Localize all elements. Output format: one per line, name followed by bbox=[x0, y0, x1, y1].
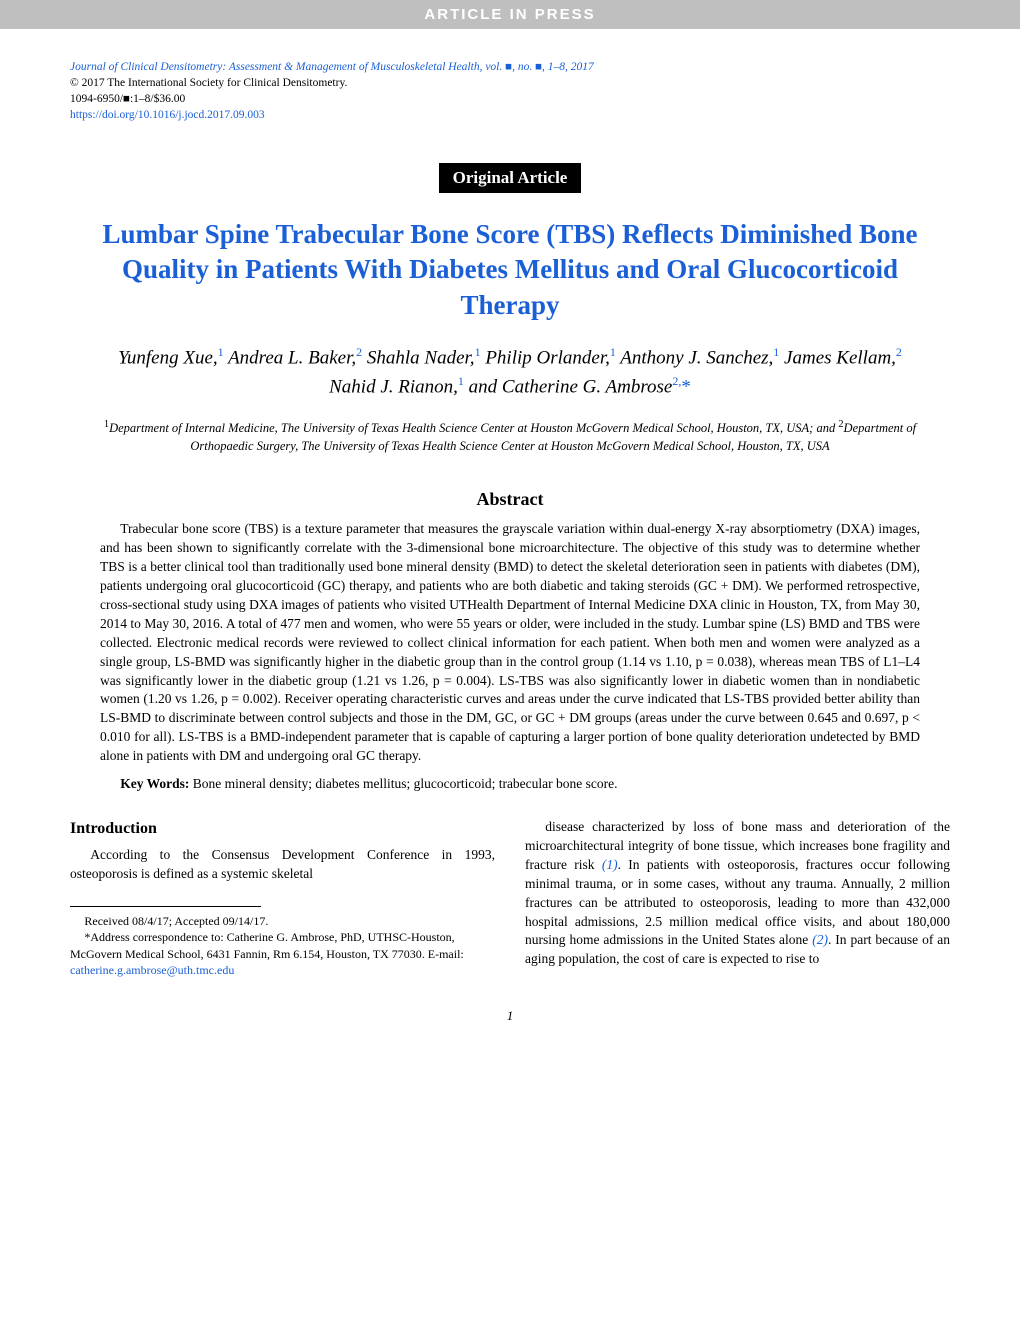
page-number: 1 bbox=[70, 1008, 950, 1024]
footnote-rule bbox=[70, 906, 261, 907]
article-type-badge: Original Article bbox=[70, 163, 950, 193]
affiliations: 1Department of Internal Medicine, The Un… bbox=[70, 418, 950, 455]
issn-line: 1094-6950/■:1–8/$36.00 bbox=[70, 91, 950, 107]
keywords: Key Words: Bone mineral density; diabete… bbox=[70, 776, 950, 792]
intro-right-paragraph: disease characterized by loss of bone ma… bbox=[525, 818, 950, 969]
page-content: Journal of Clinical Densitometry: Assess… bbox=[0, 29, 1020, 1054]
received-accepted-dates: Received 08/4/17; Accepted 09/14/17. bbox=[70, 913, 495, 929]
introduction-heading: Introduction bbox=[70, 818, 495, 840]
copyright-line: © 2017 The International Society for Cli… bbox=[70, 75, 950, 91]
header-meta: Journal of Clinical Densitometry: Assess… bbox=[70, 59, 950, 123]
authors-list: Yunfeng Xue,1 Andrea L. Baker,2 Shahla N… bbox=[70, 343, 950, 403]
intro-left-paragraph: According to the Consensus Development C… bbox=[70, 846, 495, 884]
corr-text: *Address correspondence to: Catherine G.… bbox=[70, 930, 464, 960]
abstract-body: Trabecular bone score (TBS) is a texture… bbox=[70, 520, 950, 766]
two-column-body: Introduction According to the Consensus … bbox=[70, 818, 950, 978]
keywords-text: Bone mineral density; diabetes mellitus;… bbox=[189, 776, 617, 791]
right-column: disease characterized by loss of bone ma… bbox=[525, 818, 950, 978]
corresponding-author: *Address correspondence to: Catherine G.… bbox=[70, 929, 495, 978]
doi-link[interactable]: https://doi.org/10.1016/j.jocd.2017.09.0… bbox=[70, 109, 265, 121]
article-in-press-banner: ARTICLE IN PRESS bbox=[0, 0, 1020, 29]
abstract-heading: Abstract bbox=[70, 489, 950, 510]
corr-email-link[interactable]: catherine.g.ambrose@uth.tmc.edu bbox=[70, 963, 234, 977]
keywords-label: Key Words: bbox=[120, 776, 189, 791]
article-title: Lumbar Spine Trabecular Bone Score (TBS)… bbox=[70, 217, 950, 322]
left-column: Introduction According to the Consensus … bbox=[70, 818, 495, 978]
article-type-label: Original Article bbox=[439, 163, 582, 193]
journal-line: Journal of Clinical Densitometry: Assess… bbox=[70, 61, 594, 73]
